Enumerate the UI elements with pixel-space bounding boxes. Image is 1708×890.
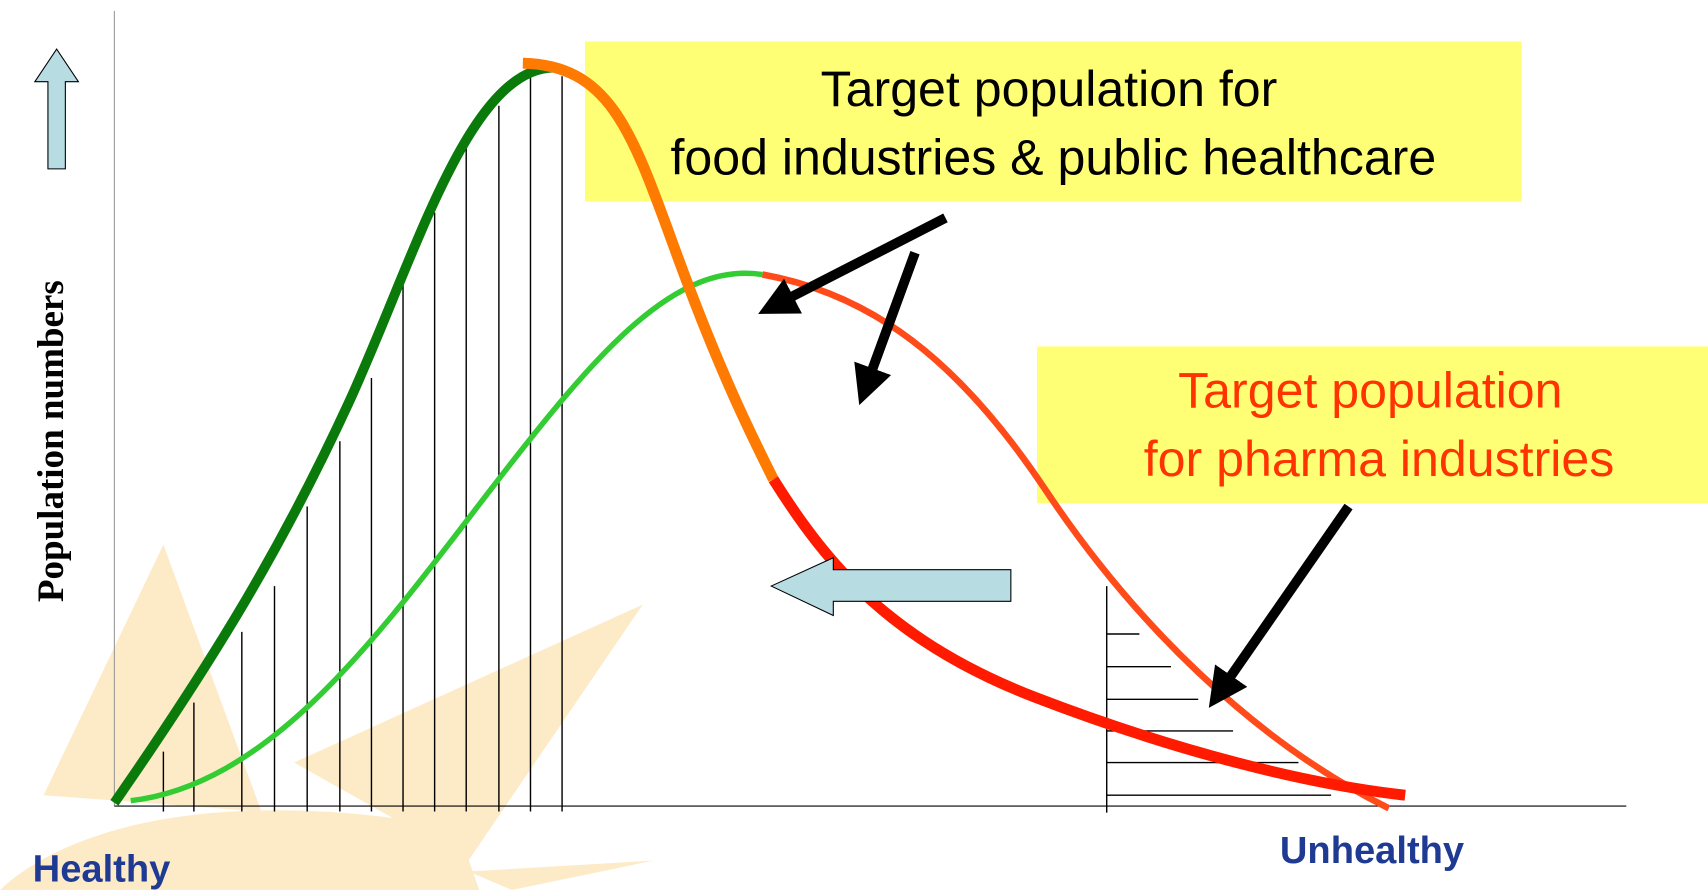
shift-arrow (771, 558, 1011, 616)
callout-text: for pharma industries (1144, 431, 1615, 487)
diagram: Population numbers Target population for… (0, 0, 1708, 890)
current-curve-unhealthy (773, 479, 1405, 795)
x-right-label: Unhealthy (1280, 829, 1464, 872)
y-axis-label: Population numbers (31, 280, 72, 602)
callout-text: food industries & public healthcare (670, 129, 1436, 185)
up-arrow (35, 49, 79, 169)
x-left-label: Healthy (33, 848, 171, 890)
callout-text: Target population for (821, 61, 1278, 117)
page: {"y_axis_label": "Population numbers", "… (0, 0, 1708, 890)
background-sun (0, 545, 654, 890)
callout-text: Target population (1178, 363, 1562, 419)
